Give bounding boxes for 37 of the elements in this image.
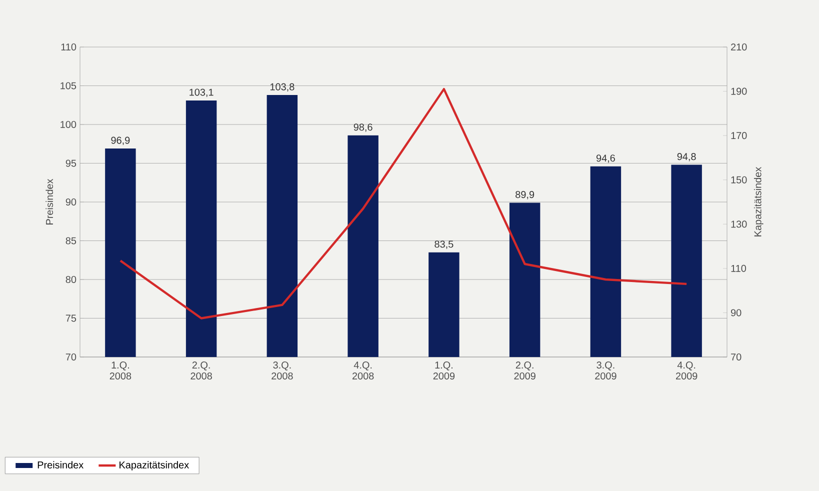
y2-tick-label: 210 [731, 43, 747, 51]
x-tick-label: 2.Q. 2008 [190, 362, 212, 380]
y2-tick-label: 170 [731, 132, 747, 140]
x-tick-label: 3.Q. 2008 [272, 362, 293, 380]
y-tick-label: 105 [60, 82, 76, 90]
legend-label: Kapazitätsindex [120, 461, 189, 470]
y2-tick-label: 110 [731, 264, 746, 272]
data-label: 89,9 [516, 191, 534, 200]
y-tick-label: 80 [66, 276, 76, 284]
data-label: 94,8 [677, 153, 696, 162]
data-label: 103,8 [270, 83, 294, 92]
y-tick-label: 75 [66, 314, 76, 322]
y-tick-label: 85 [66, 237, 76, 244]
x-tick-label: 1.Q. 2009 [433, 362, 455, 380]
y2-tick-label: 190 [731, 88, 747, 95]
data-label: 96,9 [111, 136, 130, 146]
y2-tick-label: 90 [730, 309, 742, 316]
y-axis-title: Preisindex [46, 178, 54, 224]
x-tick-label: 4.Q. 2009 [676, 362, 698, 380]
y2-tick-label: 70 [731, 353, 742, 361]
legend-label: Preisindex [38, 461, 84, 468]
data-label: 83,5 [434, 240, 454, 249]
x-tick-label: 2.Q. 2009 [514, 362, 536, 380]
data-label: 103,1 [190, 88, 214, 97]
y-tick-label: 90 [66, 198, 76, 206]
y2-tick-label: 130 [731, 220, 747, 228]
data-label: 94,6 [596, 154, 615, 163]
x-tick-label: 4.Q. 2008 [352, 362, 374, 380]
x-tick-label: 3.Q. 2009 [595, 362, 616, 380]
x-tick-label: 1.Q. 2008 [110, 362, 132, 380]
y-tick-label: 95 [66, 160, 76, 167]
y2-axis-title: Kapazitätsindex [754, 166, 764, 236]
y-tick-label: 100 [60, 120, 76, 128]
data-label: 98,6 [354, 124, 372, 132]
y-tick-label: 110 [61, 43, 76, 51]
y-tick-label: 70 [66, 353, 76, 361]
y2-tick-label: 150 [731, 176, 747, 184]
